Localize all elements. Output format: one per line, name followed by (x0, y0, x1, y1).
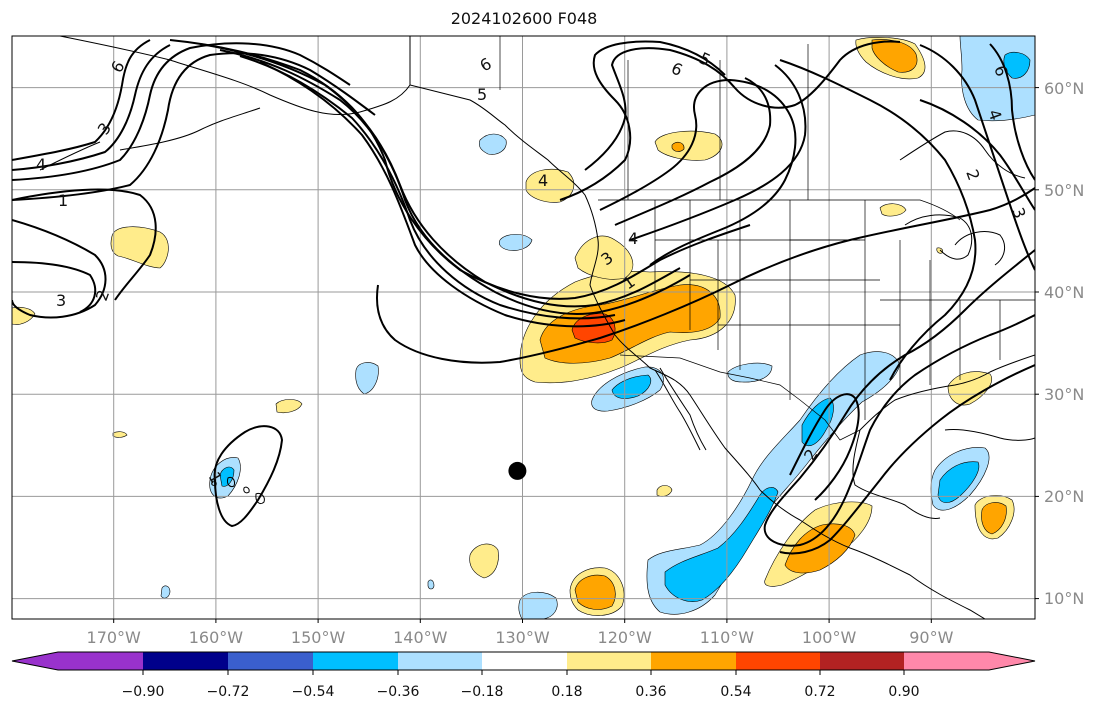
colorbar-tick-label: 0.54 (720, 684, 751, 700)
lat-tick-label: 60°N (1044, 79, 1084, 98)
colorbar-extend-high (989, 652, 1035, 670)
lon-tick-label: 90°W (909, 628, 953, 647)
colorbar-tick-label: −0.18 (461, 684, 504, 700)
lon-tick-label: 120°W (598, 628, 653, 647)
longitude-labels: 170°W 160°W 150°W 140°W 130°W 120°W 110°… (87, 628, 954, 647)
lon-tick-label: 160°W (189, 628, 244, 647)
lon-tick-label: 140°W (393, 628, 448, 647)
gridlines (12, 36, 1035, 619)
contour-label: 1 (58, 191, 68, 210)
contour-label: 4 (538, 171, 548, 190)
lon-tick-label: 130°W (495, 628, 550, 647)
map-title: 2024102600 F048 (450, 9, 598, 28)
contour-label: 4 (36, 155, 46, 174)
lon-tick-label: 100°W (802, 628, 857, 647)
colorbar: −0.90 −0.72 −0.54 −0.36 −0.18 0.18 0.36 … (11, 651, 1036, 700)
colorbar-tick-label: −0.72 (207, 684, 250, 700)
lat-tick-label: 30°N (1044, 385, 1084, 404)
contour-label: 3 (56, 291, 66, 310)
map-area: 6 3 4 1 3 2 6 5 4 4 3 1 6 5 6 4 2 3 2 1 (12, 36, 1035, 619)
axis-ticks (113, 87, 1039, 623)
map-frame (11, 35, 1036, 620)
colorbar-tick-label: 0.90 (888, 684, 919, 700)
colorbar-tick-label: 0.72 (804, 684, 835, 700)
contour-label: 4 (628, 229, 638, 248)
lon-tick-label: 170°W (87, 628, 142, 647)
lat-tick-label: 50°N (1044, 181, 1084, 200)
lon-tick-label: 110°W (700, 628, 755, 647)
lat-tick-label: 40°N (1044, 283, 1084, 302)
contour-lines (12, 39, 1035, 555)
lat-tick-label: 10°N (1044, 589, 1084, 608)
latitude-labels: 10°N 20°N 30°N 40°N 50°N 60°N (1044, 79, 1084, 608)
contour-label: 5 (477, 85, 487, 104)
colorbar-tick-label: −0.54 (292, 684, 335, 700)
colorbar-tick-label: −0.36 (377, 684, 420, 700)
lat-tick-label: 20°N (1044, 487, 1084, 506)
colorbar-extend-low (12, 652, 58, 670)
location-marker (508, 461, 527, 480)
colorbar-tick-label: −0.90 (122, 684, 165, 700)
coastlines (39, 36, 1035, 619)
colorbar-tick-label: 0.36 (635, 684, 666, 700)
lon-tick-label: 150°W (291, 628, 346, 647)
colorbar-tick-label: 0.18 (551, 684, 582, 700)
